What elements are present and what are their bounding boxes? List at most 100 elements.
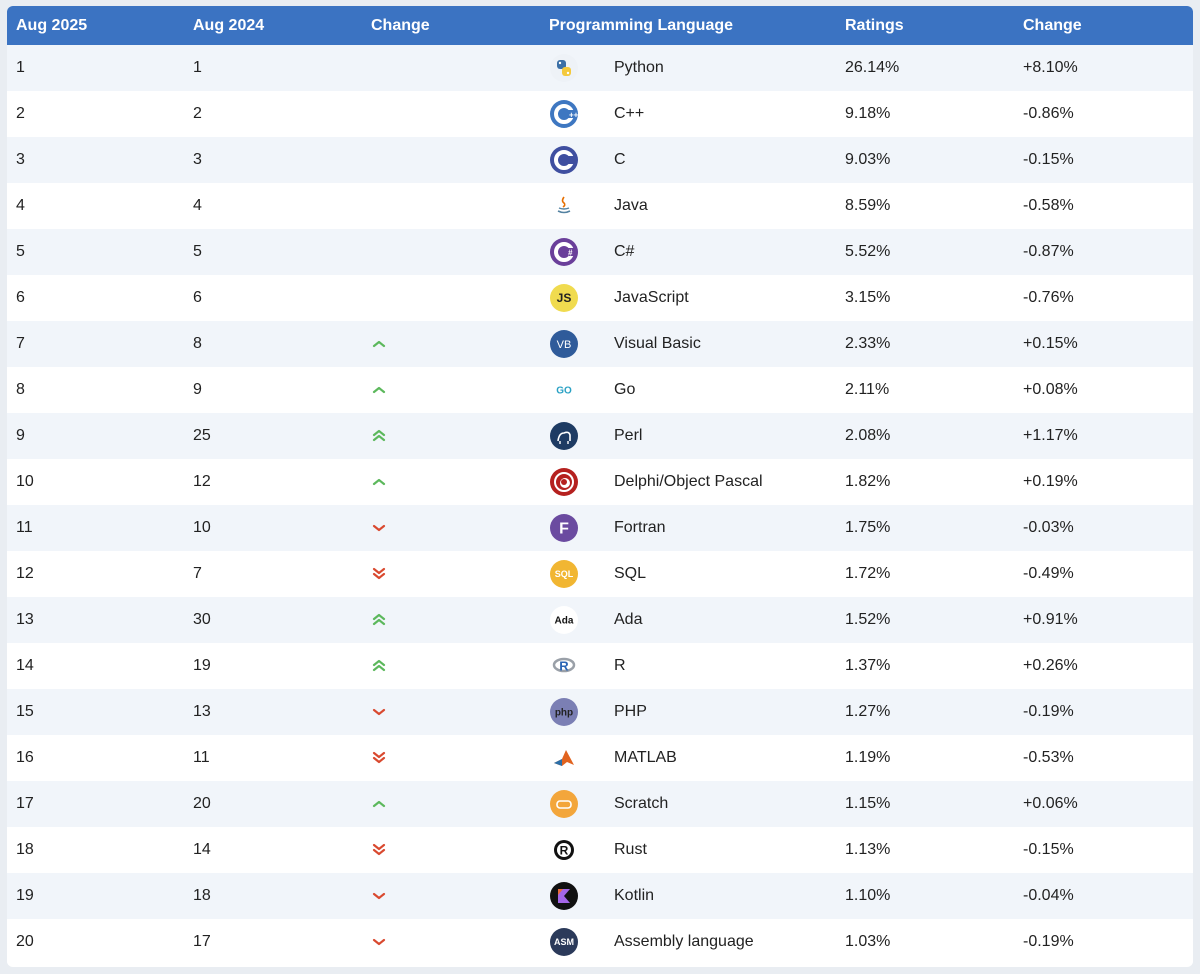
svg-text:JS: JS <box>557 291 572 305</box>
visual-basic-icon: VB <box>549 329 579 359</box>
scratch-icon <box>549 789 579 819</box>
rank-current: 18 <box>16 841 34 858</box>
rating-change: -0.76% <box>1023 289 1074 306</box>
up-arrow-icon <box>371 796 387 812</box>
rating-change: -0.19% <box>1023 703 1074 720</box>
rank-previous: 9 <box>193 381 202 398</box>
r-icon: R <box>549 651 579 681</box>
rank-previous: 5 <box>193 243 202 260</box>
svg-text:Ada: Ada <box>555 616 574 627</box>
rust-icon: R <box>549 835 579 865</box>
language-name[interactable]: Java <box>614 197 648 214</box>
double-down-arrow-icon <box>371 842 387 858</box>
language-name[interactable]: C# <box>614 243 635 260</box>
rating-value: 1.37% <box>845 657 891 674</box>
language-name[interactable]: Assembly language <box>614 933 754 950</box>
up-arrow-icon <box>371 336 387 352</box>
double-up-arrow-icon <box>371 658 387 674</box>
rank-current: 6 <box>16 289 25 306</box>
header-change-ratings[interactable]: Change <box>1023 16 1082 34</box>
rank-previous: 8 <box>193 335 202 352</box>
rating-value: 1.52% <box>845 611 891 628</box>
header-rank-current[interactable]: Aug 2025 <box>16 16 88 34</box>
assembly-icon: ASM <box>549 927 579 957</box>
rank-previous: 4 <box>193 197 202 214</box>
rank-current: 13 <box>16 611 34 628</box>
language-name[interactable]: Ada <box>614 611 643 628</box>
cpp-icon: ++ <box>549 99 579 129</box>
rating-value: 3.15% <box>845 289 891 306</box>
rank-previous: 11 <box>193 749 210 766</box>
down-arrow-icon <box>371 704 387 720</box>
rating-value: 1.13% <box>845 841 891 858</box>
rank-current: 4 <box>16 197 25 214</box>
language-name[interactable]: Delphi/Object Pascal <box>614 473 763 490</box>
language-name[interactable]: R <box>614 657 626 674</box>
rating-change: +0.08% <box>1023 381 1078 398</box>
header-ratings[interactable]: Ratings <box>845 16 904 34</box>
language-name[interactable]: MATLAB <box>614 749 677 766</box>
rank-previous: 3 <box>193 151 202 168</box>
table-row: 12 7 SQL SQL 1.72% -0.49% <box>7 551 1193 597</box>
rank-current: 8 <box>16 381 25 398</box>
svg-text:R: R <box>560 844 569 858</box>
svg-text:R: R <box>559 659 569 674</box>
table-row: 1 1 Python 26.14% +8.10% <box>7 45 1193 91</box>
down-arrow-icon <box>371 520 387 536</box>
header-language[interactable]: Programming Language <box>549 16 734 34</box>
rating-change: -0.58% <box>1023 197 1074 214</box>
table-row: 4 4 Java 8.59% -0.58% <box>7 183 1193 229</box>
language-name[interactable]: JavaScript <box>614 289 689 306</box>
rank-current: 15 <box>16 703 34 720</box>
language-name[interactable]: Perl <box>614 427 643 444</box>
perl-icon <box>549 421 579 451</box>
language-name[interactable]: Scratch <box>614 795 669 812</box>
rating-value: 1.72% <box>845 565 891 582</box>
language-name[interactable]: SQL <box>614 565 647 582</box>
language-name[interactable]: C++ <box>614 105 645 122</box>
language-name[interactable]: C <box>614 151 626 168</box>
language-name[interactable]: Fortran <box>614 519 666 536</box>
down-arrow-icon <box>371 934 387 950</box>
rating-value: 1.19% <box>845 749 891 766</box>
rank-current: 17 <box>16 795 34 812</box>
ranking-table: Aug 2025 Aug 2024 Change Programming Lan… <box>7 6 1193 967</box>
rating-value: 1.03% <box>845 933 891 950</box>
rating-value: 1.75% <box>845 519 891 536</box>
language-name[interactable]: PHP <box>614 703 647 720</box>
table-row: 13 30 Ada Ada 1.52% +0.91% <box>7 597 1193 643</box>
table-row: 18 14 R Rust 1.13% -0.15% <box>7 827 1193 873</box>
rank-previous: 10 <box>193 519 211 536</box>
language-name[interactable]: Visual Basic <box>614 335 701 352</box>
rank-previous: 19 <box>193 657 211 674</box>
language-name[interactable]: Python <box>614 59 664 76</box>
table-row: 2 2 ++ C++ 9.18% -0.86% <box>7 91 1193 137</box>
rank-previous: 2 <box>193 105 202 122</box>
go-icon: GO <box>549 375 579 405</box>
rating-value: 2.11% <box>845 381 890 398</box>
rating-value: 1.15% <box>845 795 891 812</box>
language-name[interactable]: Rust <box>614 841 647 858</box>
rank-current: 10 <box>16 473 34 490</box>
rating-value: 9.03% <box>845 151 891 168</box>
language-name[interactable]: Go <box>614 381 636 398</box>
header-rank-previous[interactable]: Aug 2024 <box>193 16 265 34</box>
up-arrow-icon <box>371 474 387 490</box>
rank-previous: 18 <box>193 887 211 904</box>
table-header: Aug 2025 Aug 2024 Change Programming Lan… <box>7 6 1193 45</box>
rating-value: 9.18% <box>845 105 891 122</box>
rank-previous: 7 <box>193 565 202 582</box>
rating-change: -0.04% <box>1023 887 1074 904</box>
matlab-icon <box>549 743 579 773</box>
rank-current: 16 <box>16 749 34 766</box>
language-name[interactable]: Kotlin <box>614 887 655 904</box>
sql-icon: SQL <box>549 559 579 589</box>
header-change[interactable]: Change <box>371 16 430 34</box>
svg-text:GO: GO <box>556 386 572 397</box>
rank-current: 5 <box>16 243 25 260</box>
double-down-arrow-icon <box>371 750 387 766</box>
svg-text:++: ++ <box>569 111 579 120</box>
rating-change: -0.53% <box>1023 749 1074 766</box>
double-up-arrow-icon <box>371 612 387 628</box>
table-row: 16 11 MATLAB 1.19% -0.53% <box>7 735 1193 781</box>
